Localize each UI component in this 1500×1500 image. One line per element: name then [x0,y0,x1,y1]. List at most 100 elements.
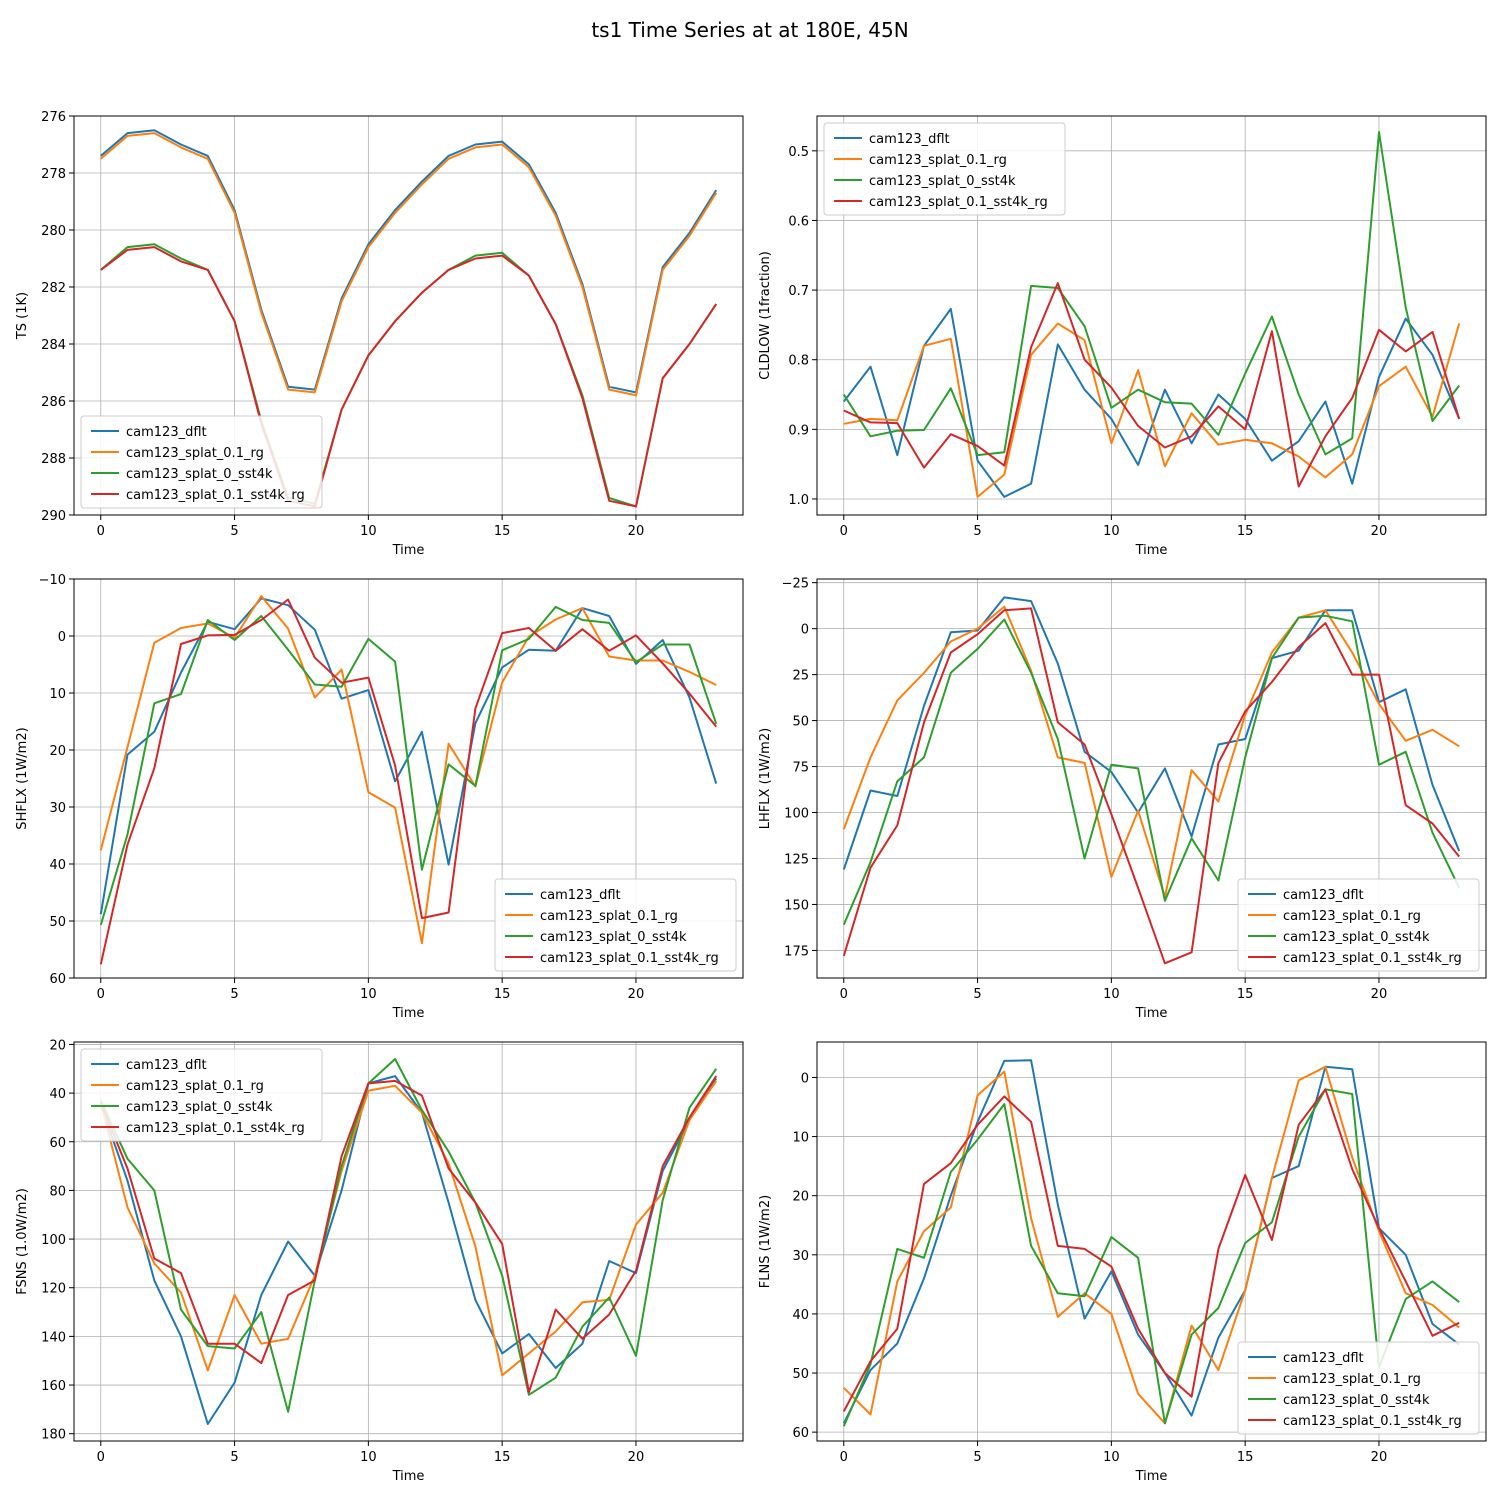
y-tick-label: 140 [41,1330,66,1345]
series-line-2 [99,1080,718,1377]
subplot-2: 0 5 10 15 20 0.5 0.6 0.7 0.8 0.9 1.0 Time CLDLOW (1f… [758,115,1487,558]
x-tick-label: 10 [1103,524,1120,539]
y-tick-label: 284 [41,338,66,353]
legend-label: cam123_splat_0_sst4k [540,930,687,945]
y-tick-label: 50 [49,915,66,930]
y-tick-label: 0 [801,1071,809,1086]
x-tick-label: 10 [360,987,377,1002]
x-tick-label: 5 [973,524,981,539]
subplot-1: 0 5 10 15 20 276 278 280 282 284 286 288 290 Time TS (… [15,110,744,558]
legend-label: cam123_splat_0_sst4k [869,174,1016,189]
legend-label: cam123_splat_0.1_rg [869,153,1007,168]
y-tick-label: 0 [801,623,809,638]
legend-label: cam123_splat_0_sst4k [126,1100,273,1115]
y-tick-label: 30 [49,801,66,816]
x-tick-label: 5 [973,987,981,1002]
x-tick-label: 15 [1237,524,1254,539]
axes-frame [816,115,1487,516]
y-tick-label: 120 [41,1282,66,1297]
legend-label: cam123_splat_0_sst4k [1283,1393,1430,1408]
x-tick-label: 20 [1371,987,1388,1002]
y-tick-label: 1.0 [788,493,809,508]
subplot-5: 0 5 10 15 20 20 40 60 80 100 120 140 160 180 Time FSNS … [15,1038,744,1484]
y-tick-label: 80 [49,1184,66,1199]
y-tick-label: 0.5 [788,145,809,160]
y-axis-label: FLNS (1W/m2) [758,1195,773,1288]
y-tick-label: 0.6 [788,214,809,229]
legend-label: cam123_splat_0.1_rg [126,446,264,461]
legend-box [494,878,737,972]
y-tick-label: 30 [792,1249,809,1264]
legend-label: cam123_splat_0.1_sst4k_rg [126,488,305,503]
series-line-4 [843,282,1461,488]
x-tick-label: 10 [1103,1450,1120,1465]
y-tick-label: 175 [784,944,809,959]
y-axis-label: TS (1K) [15,292,30,340]
x-tick-label: 5 [230,524,238,539]
y-axis-label: SHFLX (1W/m2) [15,727,30,829]
legend: cam123_dflt cam123_splat_0.1_rg cam123_spl… [823,122,1066,216]
legend-label: cam123_dflt [1283,1351,1364,1366]
legend-label: cam123_splat_0.1_sst4k_rg [1283,1414,1462,1429]
x-tick-label: 0 [97,524,105,539]
series-line-3 [842,614,1461,926]
y-tick-label: 160 [41,1379,66,1394]
series-line-2 [99,595,717,945]
x-tick-label: 20 [628,987,645,1002]
series-line-4 [99,598,717,965]
y-tick-label: 20 [49,1038,66,1053]
subplot-3: 0 5 10 15 20 −10 0 10 20 30 40 50 60 Time SHFLX (1W/m2… [15,573,744,1021]
legend: cam123_dflt cam123_splat_0.1_rg cam123_spl… [1237,878,1480,972]
y-tick-label: 290 [41,509,66,524]
axes-frame [816,578,1487,979]
axes-frame [73,1041,744,1442]
y-tick-label: 40 [49,858,66,873]
x-tick-label: 20 [1371,524,1388,539]
series-line-2 [843,1065,1460,1425]
x-tick-label: 10 [360,524,377,539]
series-line-4 [99,1075,718,1394]
x-tick-label: 0 [97,987,105,1002]
x-axis-label: Time [1135,1006,1168,1021]
legend-label: cam123_dflt [126,425,207,440]
legend-label: cam123_dflt [869,132,950,147]
legend-label: cam123_splat_0.1_sst4k_rg [126,1121,305,1136]
y-tick-label: 0.7 [788,284,809,299]
series-line-4 [842,607,1460,965]
legend-label: cam123_splat_0.1_rg [126,1079,264,1094]
x-tick-label: 10 [1103,987,1120,1002]
y-tick-label: 278 [41,167,66,182]
legend-label: cam123_splat_0.1_rg [1283,1372,1421,1387]
x-tick-label: 15 [1237,987,1254,1002]
y-tick-label: 125 [784,852,809,867]
series-line-1 [843,307,1461,498]
legend-box [1237,1341,1480,1435]
y-tick-label: 40 [49,1087,66,1102]
y-tick-label: 25 [792,669,809,684]
x-tick-label: 5 [973,1450,981,1465]
x-tick-label: 15 [494,987,511,1002]
y-tick-label: 100 [41,1233,66,1248]
y-tick-label: 10 [49,687,66,702]
series-line-1 [99,1075,718,1425]
x-tick-label: 5 [230,987,238,1002]
series-line-1 [100,129,718,394]
x-tick-label: 10 [360,1450,377,1465]
y-tick-label: 20 [792,1190,809,1205]
y-tick-label: 40 [792,1308,809,1323]
subplot-4: 0 5 10 15 20 −25 0 25 50 75 100 125 150 175 Time LHFLX … [758,577,1487,1021]
y-tick-label: −25 [782,577,809,592]
legend-label: cam123_splat_0.1_rg [540,909,678,924]
legend-label: cam123_dflt [1283,888,1364,903]
y-tick-label: 280 [41,224,66,239]
y-tick-label: 100 [784,807,809,822]
series-line-1 [842,596,1461,870]
legend: cam123_dflt cam123_splat_0.1_rg cam123_spl… [1237,1341,1480,1435]
x-tick-label: 5 [230,1450,238,1465]
legend-box [80,415,323,509]
legend-box [80,1048,323,1142]
y-tick-label: 60 [792,1426,809,1441]
y-axis-label: CLDLOW (1fraction) [758,251,773,380]
y-tick-label: 0 [58,630,66,645]
